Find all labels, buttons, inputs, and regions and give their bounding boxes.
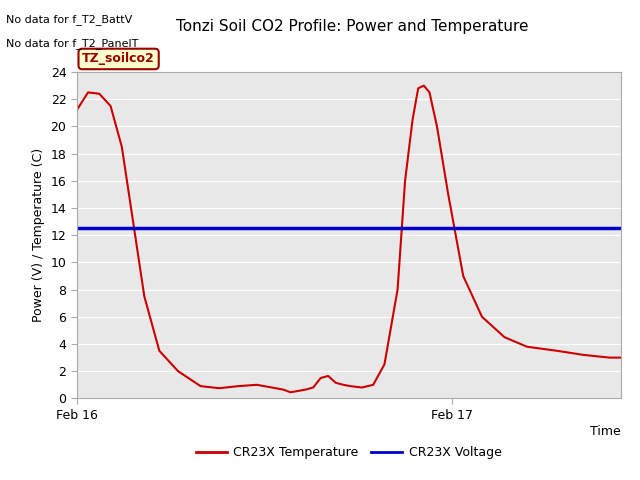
Text: TZ_soilco2: TZ_soilco2 — [82, 52, 155, 65]
Text: Tonzi Soil CO2 Profile: Power and Temperature: Tonzi Soil CO2 Profile: Power and Temper… — [176, 19, 528, 34]
Text: No data for f_T2_BattV: No data for f_T2_BattV — [6, 14, 132, 25]
Y-axis label: Power (V) / Temperature (C): Power (V) / Temperature (C) — [32, 148, 45, 322]
Text: Time: Time — [590, 424, 621, 437]
Legend: CR23X Temperature, CR23X Voltage: CR23X Temperature, CR23X Voltage — [191, 441, 507, 464]
Text: No data for f_T2_PanelT: No data for f_T2_PanelT — [6, 38, 139, 49]
